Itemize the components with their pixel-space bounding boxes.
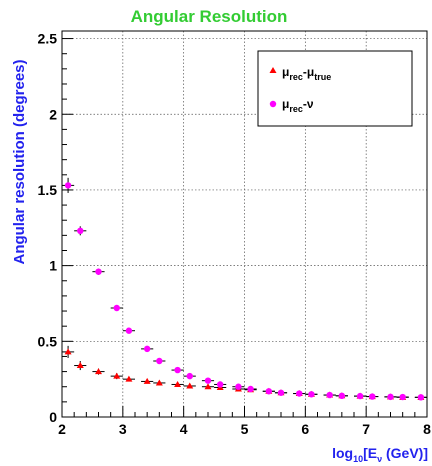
data-point-circle — [338, 392, 346, 400]
data-point-triangle — [143, 377, 151, 384]
data-point-triangle — [174, 380, 182, 387]
data-point-triangle — [95, 368, 102, 375]
data-point-circle — [113, 304, 120, 312]
data-point-circle — [235, 383, 242, 390]
data-point-circle — [216, 381, 224, 388]
legend-triangle-marker — [269, 67, 277, 73]
data-point-triangle — [76, 362, 84, 369]
data-point-circle — [296, 390, 303, 397]
x-tick-label: 3 — [119, 421, 127, 437]
data-series — [62, 177, 427, 401]
y-axis-label: Angular resolution (degrees) — [11, 59, 28, 264]
data-point-circle — [174, 366, 181, 374]
data-point-circle — [143, 345, 151, 353]
y-tick-label: 2.5 — [38, 31, 58, 47]
x-tick-label: 4 — [180, 421, 188, 437]
data-point-circle — [204, 377, 212, 384]
data-point-circle — [356, 392, 364, 400]
data-point-circle — [156, 357, 163, 365]
data-point-circle — [417, 394, 425, 401]
legend-label-mu-rec-mu-true: μrec-μtrue — [282, 65, 331, 82]
x-tick-label: 7 — [362, 421, 370, 437]
legend-box — [257, 50, 413, 127]
data-point-circle — [125, 327, 133, 334]
x-tick-label: 2 — [58, 421, 66, 437]
data-point-triangle — [204, 383, 212, 390]
data-point-circle — [399, 393, 406, 401]
data-point-triangle — [64, 348, 72, 355]
legend-circle-marker — [269, 100, 277, 108]
data-point-circle — [77, 227, 84, 235]
data-point-triangle — [125, 375, 133, 382]
data-point-circle — [186, 372, 193, 380]
data-point-circle — [95, 268, 102, 275]
data-point-circle — [277, 389, 285, 396]
data-point-triangle — [113, 372, 121, 379]
x-tick-label: 6 — [301, 421, 309, 437]
x-tick-label: 8 — [423, 421, 431, 437]
data-point-triangle — [186, 382, 194, 389]
y-tick-label: 0 — [49, 409, 57, 425]
data-point-triangle — [155, 379, 163, 386]
data-point-circle — [265, 388, 273, 395]
chart-title: Angular Resolution — [131, 7, 288, 26]
y-tick-label: 1 — [49, 258, 57, 274]
data-point-circle — [369, 393, 376, 400]
data-point-circle — [64, 182, 72, 189]
data-point-circle — [387, 393, 394, 401]
data-point-circle — [326, 391, 333, 399]
legend-label-mu-rec-nu: μrec-ν — [282, 97, 314, 114]
data-point-circle — [247, 385, 254, 393]
axis-ticks: 2 3 4 5 6 7 8 0 0.5 1 1.5 2 2.5 — [38, 31, 432, 437]
y-tick-label: 2 — [49, 106, 57, 122]
data-point-circle — [308, 391, 315, 398]
x-tick-label: 5 — [241, 421, 249, 437]
x-axis-label: log10[Eν (GeV)] — [332, 445, 428, 464]
y-tick-label: 1.5 — [38, 182, 58, 198]
legend: μrec-μtrue μrec-ν — [257, 50, 413, 127]
y-tick-label: 0.5 — [38, 333, 58, 349]
